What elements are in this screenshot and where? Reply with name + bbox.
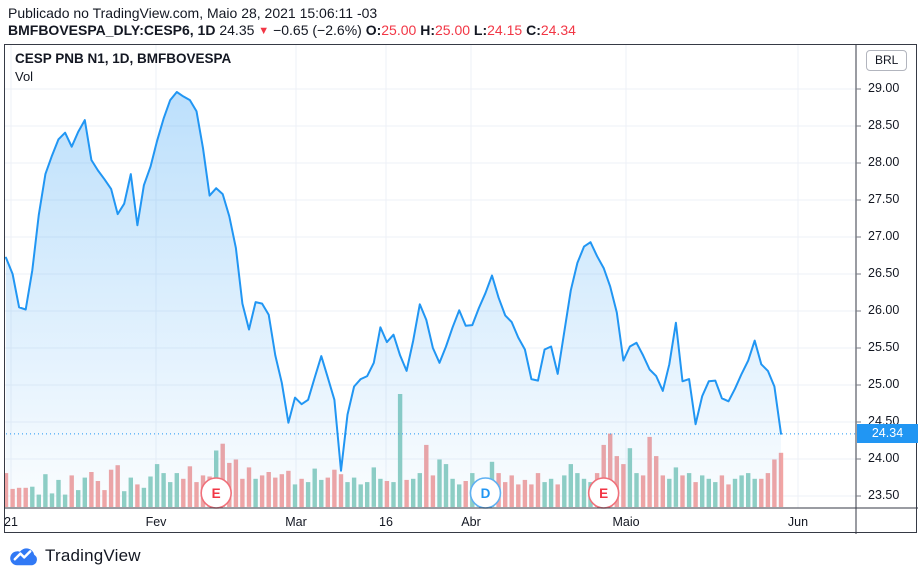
tradingview-footer[interactable]: TradingView — [10, 543, 141, 569]
price-axis-label: 28.50 — [868, 118, 900, 132]
tradingview-cloud-icon — [10, 548, 37, 566]
ohlc-key: O: — [365, 22, 382, 38]
ohlc-readout: O:25.00 H:25.00 L:24.15 C:24.34 — [366, 22, 576, 38]
ohlc-value: 25.00 — [434, 22, 471, 38]
brand-name: TradingView — [45, 546, 141, 565]
last-price-badge: 24.34 — [857, 424, 918, 444]
area-fill — [6, 92, 781, 507]
marker-letter: D — [481, 486, 491, 501]
price-axis-label: 25.50 — [868, 340, 900, 354]
volume-pane-label: Vol — [15, 69, 34, 84]
down-arrow-icon: ▼ — [258, 25, 270, 37]
ohlc-key: H: — [416, 22, 435, 38]
ohlc-value: 25.00 — [381, 22, 417, 38]
price-axis-label: 24.00 — [868, 451, 900, 465]
chart-title: CESP PNB N1, 1D, BMFBOVESPA — [15, 51, 232, 66]
currency-toggle[interactable]: BRL — [866, 50, 908, 71]
time-axis-label: Abr — [461, 515, 481, 529]
time-axis-label: Mar — [285, 515, 307, 529]
last-price: 24.35 — [219, 22, 255, 38]
price-change: −0.65 (−2.6%) — [273, 22, 362, 38]
marker-letter: E — [599, 486, 608, 501]
price-axis-label: 27.50 — [868, 192, 900, 206]
price-axis-label: 28.00 — [868, 155, 900, 169]
symbol-name: BMFBOVESPA_DLY:CESP6, 1D — [8, 22, 216, 38]
price-axis-label: 25.00 — [868, 377, 900, 391]
marker-letter: E — [212, 486, 221, 501]
time-axis-label: 21 — [4, 515, 18, 529]
time-axis-label: Maio — [612, 515, 640, 529]
ohlc-key: L: — [470, 22, 488, 38]
price-axis-label: 26.00 — [868, 303, 900, 317]
price-line — [5, 91, 782, 472]
time-axis-label: 16 — [379, 515, 393, 529]
published-line: Publicado no TradingView.com, Maio 28, 2… — [8, 5, 378, 21]
price-axis-label: 29.00 — [868, 81, 900, 95]
ohlc-key: C: — [522, 22, 541, 38]
symbol-readout: BMFBOVESPA_DLY:CESP6, 1D 24.35 ▼ −0.65 (… — [8, 21, 576, 42]
price-axis-label: 23.50 — [868, 488, 900, 502]
price-axis-label: 27.00 — [868, 229, 900, 243]
ohlc-value: 24.34 — [540, 22, 576, 38]
time-axis-label: Jun — [787, 515, 809, 529]
ohlc-value: 24.15 — [487, 22, 523, 38]
price-axis-label: 26.50 — [868, 266, 900, 280]
time-axis-label: Fev — [145, 515, 167, 529]
